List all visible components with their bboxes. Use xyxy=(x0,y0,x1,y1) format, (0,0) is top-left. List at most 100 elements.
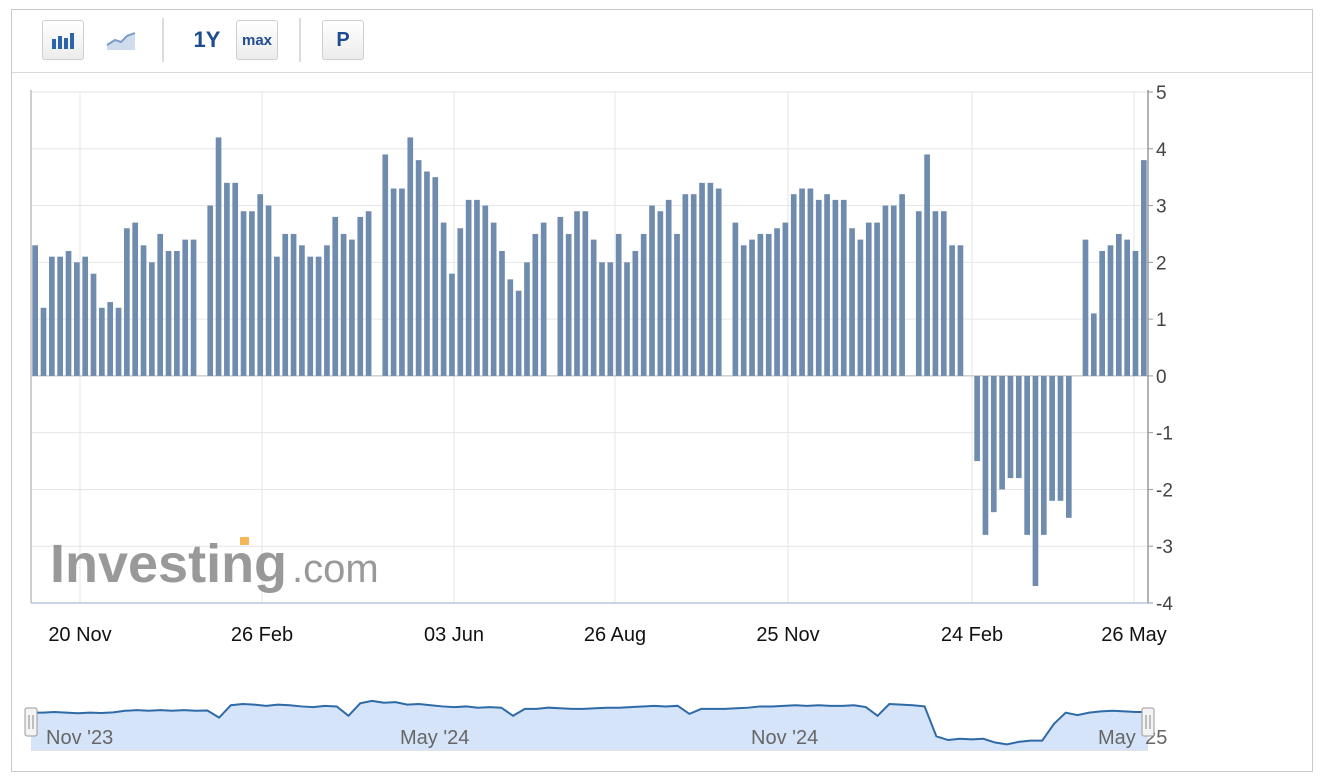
bar[interactable] xyxy=(315,256,322,376)
bar[interactable] xyxy=(365,211,372,376)
bar[interactable] xyxy=(57,256,64,376)
navigator-handle-left[interactable] xyxy=(24,707,38,737)
bar[interactable] xyxy=(207,205,214,376)
bar[interactable] xyxy=(65,250,72,376)
bar[interactable] xyxy=(165,250,172,376)
bar[interactable] xyxy=(490,222,497,376)
bar[interactable] xyxy=(840,199,847,376)
bar[interactable] xyxy=(265,205,272,376)
bar[interactable] xyxy=(782,222,789,376)
bar[interactable] xyxy=(299,245,305,376)
bar[interactable] xyxy=(190,239,197,376)
bar[interactable] xyxy=(599,262,605,376)
bar[interactable] xyxy=(465,199,472,376)
bar[interactable] xyxy=(1024,375,1030,535)
bar[interactable] xyxy=(674,233,680,376)
bar[interactable] xyxy=(1082,239,1089,376)
bar[interactable] xyxy=(1032,375,1039,586)
bar[interactable] xyxy=(1090,313,1097,376)
bar[interactable] xyxy=(432,177,439,376)
line-chart-button[interactable] xyxy=(100,20,142,60)
bar[interactable] xyxy=(74,262,80,376)
bar[interactable] xyxy=(1040,375,1047,535)
range-max-button[interactable]: max xyxy=(236,20,278,60)
bar[interactable] xyxy=(949,245,955,376)
bar[interactable] xyxy=(790,194,797,376)
bar[interactable] xyxy=(740,245,747,376)
bar[interactable] xyxy=(665,199,672,376)
bar[interactable] xyxy=(615,233,622,376)
bar[interactable] xyxy=(282,233,289,376)
bar[interactable] xyxy=(1065,375,1072,518)
bar[interactable] xyxy=(1107,245,1114,376)
bar[interactable] xyxy=(532,233,539,376)
bar[interactable] xyxy=(474,199,480,376)
bar[interactable] xyxy=(582,211,589,376)
bar[interactable] xyxy=(957,245,964,376)
bar[interactable] xyxy=(182,239,189,376)
bar[interactable] xyxy=(115,307,122,376)
bar[interactable] xyxy=(1141,160,1147,376)
bar[interactable] xyxy=(999,375,1005,490)
bar[interactable] xyxy=(882,205,889,376)
bar[interactable] xyxy=(390,188,397,376)
bar[interactable] xyxy=(649,205,655,376)
bar[interactable] xyxy=(774,228,780,376)
range-1y-button[interactable]: 1Y xyxy=(193,27,221,52)
bar[interactable] xyxy=(640,233,647,376)
bar[interactable] xyxy=(232,182,239,376)
bar[interactable] xyxy=(865,222,872,376)
navigator-handle-right[interactable] xyxy=(1141,707,1155,737)
bar[interactable] xyxy=(157,233,164,376)
bar[interactable] xyxy=(707,182,714,376)
bar[interactable] xyxy=(815,199,822,376)
bar[interactable] xyxy=(982,375,989,535)
bar[interactable] xyxy=(440,222,447,376)
bar[interactable] xyxy=(449,273,455,376)
bar[interactable] xyxy=(924,154,930,376)
bar[interactable] xyxy=(107,302,114,376)
bar[interactable] xyxy=(682,194,689,376)
bar[interactable] xyxy=(224,182,230,376)
bar[interactable] xyxy=(82,256,89,376)
bar[interactable] xyxy=(540,222,547,376)
bar[interactable] xyxy=(257,194,264,376)
bar[interactable] xyxy=(149,262,155,376)
bar[interactable] xyxy=(857,239,864,376)
p-button[interactable]: P xyxy=(322,20,364,60)
bar[interactable] xyxy=(90,273,97,376)
bar[interactable] xyxy=(215,137,222,376)
bar[interactable] xyxy=(632,250,639,376)
bar[interactable] xyxy=(1124,239,1130,376)
bar[interactable] xyxy=(40,307,47,376)
bar[interactable] xyxy=(249,211,255,376)
bar[interactable] xyxy=(657,211,664,376)
bar[interactable] xyxy=(1049,375,1055,501)
bar[interactable] xyxy=(499,250,505,376)
bar[interactable] xyxy=(332,216,339,376)
bar[interactable] xyxy=(899,194,905,376)
bar[interactable] xyxy=(382,154,389,376)
bar[interactable] xyxy=(140,245,147,376)
bar-chart-button[interactable] xyxy=(42,20,84,60)
bar[interactable] xyxy=(424,171,430,376)
bar[interactable] xyxy=(607,262,614,376)
bar[interactable] xyxy=(832,199,839,376)
bar[interactable] xyxy=(407,137,414,376)
bar[interactable] xyxy=(99,307,105,376)
bar[interactable] xyxy=(1099,250,1105,376)
bar[interactable] xyxy=(874,222,880,376)
bar[interactable] xyxy=(765,233,772,376)
bar[interactable] xyxy=(799,188,805,376)
bar[interactable] xyxy=(49,256,55,376)
bar[interactable] xyxy=(174,250,180,376)
bar[interactable] xyxy=(482,205,489,376)
bar[interactable] xyxy=(624,262,630,376)
bar[interactable] xyxy=(124,228,130,376)
bar[interactable] xyxy=(849,228,855,376)
bar[interactable] xyxy=(915,211,922,376)
bar[interactable] xyxy=(132,222,139,376)
bar[interactable] xyxy=(824,194,830,376)
bar[interactable] xyxy=(415,160,422,376)
bar[interactable] xyxy=(699,182,705,376)
